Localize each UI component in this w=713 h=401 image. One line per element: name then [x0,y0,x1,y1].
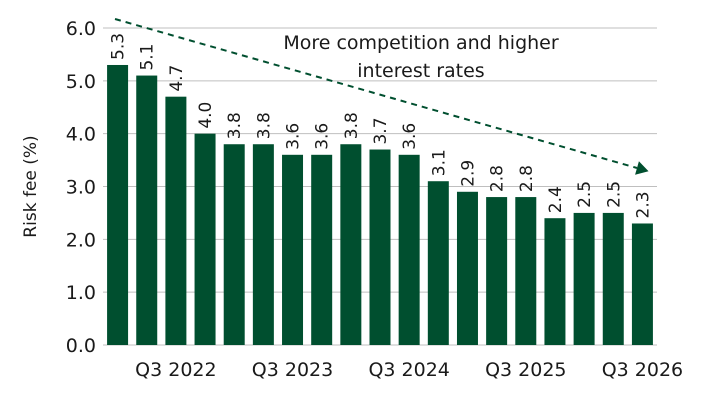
x-tick-label: Q3 2026 [602,359,683,381]
x-tick-label: Q3 2022 [135,359,216,381]
data-label: 2.4 [546,186,566,213]
data-label: 2.5 [575,181,595,208]
trend-arrow [114,18,649,175]
annotation-line-2: interest rates [357,60,484,82]
bar [311,154,333,345]
data-label: 4.7 [167,65,187,92]
x-tick-label: Q3 2024 [368,359,449,381]
bars: 5.3 5.1 4.7 4.0 3.8 3.8 3.6 3.6 3.8 3.7 3.6 3.1 2.9 2… [107,33,653,346]
bar [136,75,158,346]
bar [573,212,595,345]
bar [427,181,449,345]
y-tick-label: 0.0 [66,335,96,357]
y-axis-ticks: 0.0 1.0 2.0 3.0 4.0 5.0 6.0 [66,18,96,357]
x-axis-ticks: Q3 2022 Q3 2023 Q3 2024 Q3 2025 Q3 2026 [135,359,683,381]
data-label: 2.3 [633,191,653,218]
bar [282,154,304,345]
trend-arrow-line [114,18,638,169]
y-axis-label: Risk fee (%) [21,135,41,237]
bar [631,223,653,345]
y-tick-label: 6.0 [66,18,96,40]
data-label: 3.6 [313,123,333,150]
data-label: 2.8 [517,165,537,192]
data-label: 2.5 [604,181,624,208]
y-tick-label: 3.0 [66,177,96,199]
bar [223,144,245,345]
data-label: 5.3 [109,33,129,60]
y-tick-label: 1.0 [66,282,96,304]
y-tick-label: 2.0 [66,229,96,251]
bar [486,197,508,345]
data-label: 5.1 [138,44,158,71]
bar [252,144,274,345]
x-tick-label: Q3 2023 [252,359,333,381]
data-label: 3.6 [400,123,420,150]
bar [340,144,362,345]
annotation-line-1: More competition and higher [283,32,559,54]
bar [515,197,537,345]
y-tick-label: 4.0 [66,124,96,146]
data-label: 3.1 [429,149,449,176]
data-label: 3.6 [284,123,304,150]
bar [107,64,129,345]
data-label: 3.8 [225,112,245,139]
bar [165,96,187,345]
bar [456,191,478,345]
data-label: 3.8 [342,112,362,139]
bar [369,149,391,345]
bar [602,212,624,345]
y-tick-label: 5.0 [66,71,96,93]
data-label: 3.8 [254,112,274,139]
bar [194,133,216,345]
data-label: 2.8 [488,165,508,192]
data-label: 4.0 [196,102,216,129]
bar [398,154,420,345]
bar [544,218,566,345]
x-tick-label: Q3 2025 [485,359,566,381]
data-label: 2.9 [458,160,478,187]
trend-arrow-head [635,161,649,175]
data-label: 3.7 [371,117,391,144]
